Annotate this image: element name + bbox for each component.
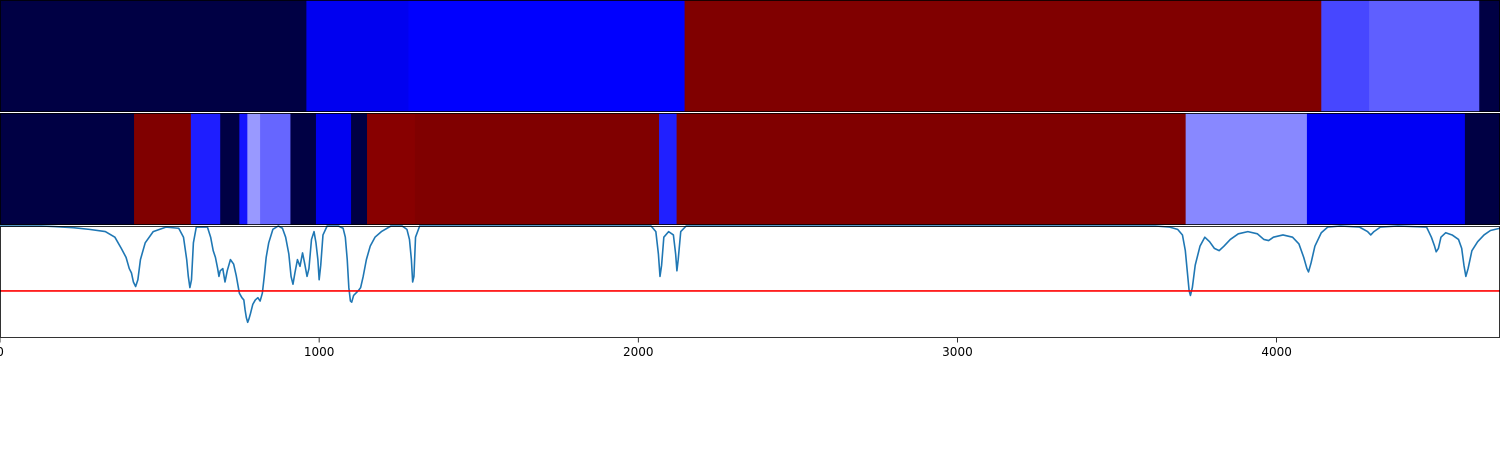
band-segment xyxy=(260,113,291,225)
x-tick-label: 2000 xyxy=(623,345,654,359)
band-segment xyxy=(1321,0,1370,112)
band-segment xyxy=(247,113,261,225)
x-tick-label: 1000 xyxy=(304,345,335,359)
band-segment xyxy=(239,113,248,225)
signal-panel xyxy=(0,225,1500,338)
band-segment xyxy=(1306,113,1466,225)
band-segment xyxy=(306,0,410,112)
band-segment xyxy=(414,113,660,225)
x-axis: 0 1000 2000 3000 4000 xyxy=(0,338,1292,359)
band-segment xyxy=(1479,0,1500,112)
band-segment xyxy=(134,113,192,225)
band-row-top xyxy=(0,0,1500,112)
band-segment xyxy=(408,0,686,112)
band-segment xyxy=(220,113,240,225)
band-segment xyxy=(1464,113,1500,225)
band-segment xyxy=(0,113,135,225)
x-tick-label: 4000 xyxy=(1261,345,1292,359)
x-tick-label: 0 xyxy=(0,345,4,359)
band-segment xyxy=(659,113,678,225)
band-segment xyxy=(367,113,416,225)
band-segment xyxy=(351,113,368,225)
band-segment xyxy=(1369,0,1480,112)
band-row-middle xyxy=(0,113,1500,225)
band-segment xyxy=(684,0,1322,112)
band-segment xyxy=(290,113,317,225)
band-segment xyxy=(1185,113,1308,225)
band-segment xyxy=(190,113,221,225)
band-segment xyxy=(315,113,352,225)
band-segment xyxy=(676,113,1187,225)
band-segment xyxy=(0,0,307,112)
signal-panel-background xyxy=(0,226,1500,338)
x-tick-label: 3000 xyxy=(942,345,973,359)
